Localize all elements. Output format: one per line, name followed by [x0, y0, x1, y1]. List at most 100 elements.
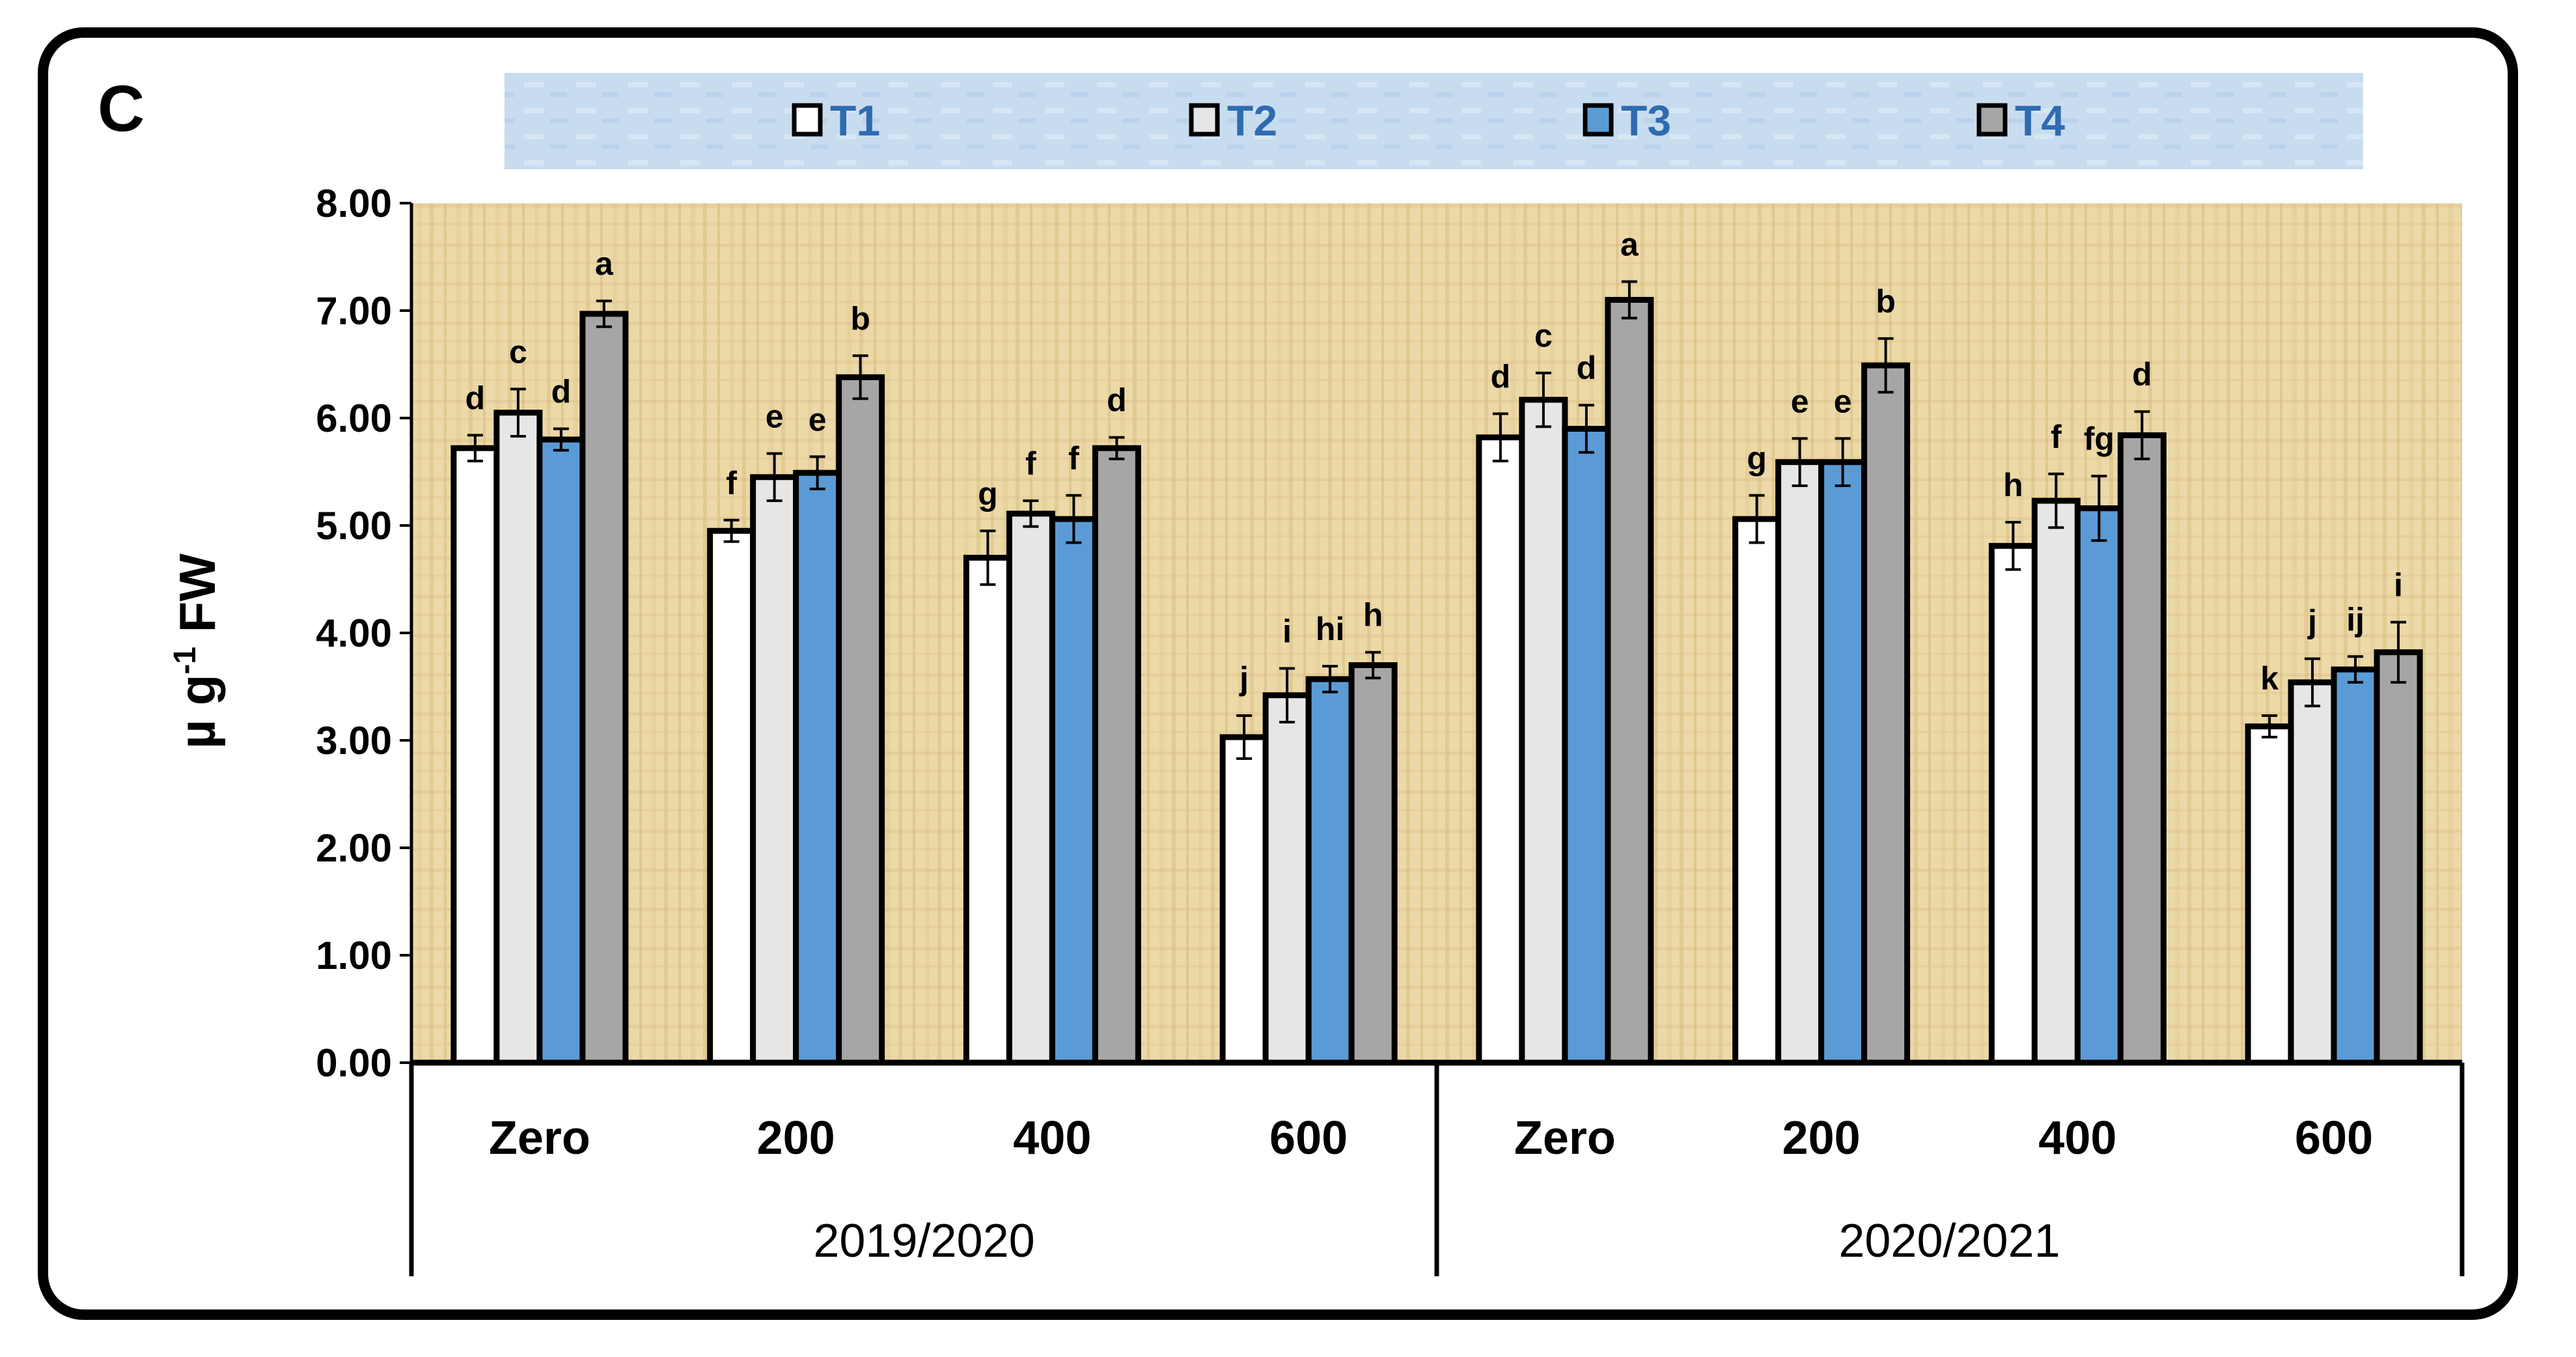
significance-letter: g — [978, 475, 998, 512]
legend-label: T1 — [830, 96, 880, 145]
significance-letter: d — [2132, 356, 2152, 393]
significance-letter: a — [595, 245, 614, 282]
significance-letter: f — [1068, 440, 1079, 477]
bar — [1818, 459, 1868, 1066]
y-axis-title-base: µ g — [169, 675, 226, 749]
significance-letter: hi — [1316, 611, 1344, 647]
significance-letter: j — [2307, 604, 2317, 640]
bar — [2374, 649, 2423, 1066]
significance-letter: i — [1282, 613, 1292, 649]
legend: T1 T2 T3 T4 — [792, 96, 2065, 145]
bar — [836, 374, 885, 1066]
bar — [1348, 662, 1398, 1066]
significance-letter: e — [809, 401, 827, 438]
bar — [750, 474, 799, 1066]
bar — [793, 469, 842, 1066]
bar — [1476, 434, 1525, 1066]
category-label: Zero — [1514, 1112, 1616, 1164]
significance-letter: fg — [2084, 421, 2114, 457]
significance-letter: a — [1620, 226, 1639, 262]
significance-letter: f — [1025, 445, 1036, 482]
bar — [1219, 734, 1269, 1066]
y-tick-label: 4.00 — [316, 611, 392, 655]
category-label: 400 — [1013, 1112, 1091, 1164]
significance-letter: c — [1534, 318, 1553, 354]
significance-letter: j — [1239, 660, 1249, 697]
y-tick-label: 0.00 — [316, 1041, 392, 1085]
significance-letter: b — [850, 300, 870, 337]
bar — [2074, 505, 2124, 1066]
y-tick-label: 2.00 — [316, 826, 392, 870]
y-axis: 0.00 1.00 2.00 3.00 4.00 5.00 6.00 7.00 8.00 — [316, 182, 413, 1085]
legend-swatch — [1189, 103, 1220, 137]
y-tick-label: 5.00 — [316, 504, 392, 548]
group-label: 2020/2021 — [1838, 1215, 2060, 1267]
bar — [963, 555, 1012, 1066]
y-tick-label: 7.00 — [316, 289, 392, 333]
y-axis-title: µ g-1 FW — [168, 553, 226, 749]
legend-label: T3 — [1621, 96, 1671, 145]
legend-swatch — [792, 103, 823, 137]
category-label: 400 — [2038, 1112, 2116, 1164]
bar — [493, 410, 543, 1066]
bar — [2031, 497, 2081, 1066]
group-label: 2019/2020 — [813, 1215, 1034, 1267]
bar — [579, 311, 629, 1066]
bar — [2331, 666, 2380, 1066]
significance-letter: d — [1107, 382, 1127, 419]
significance-letter: i — [2394, 567, 2403, 604]
significance-letter: f — [726, 465, 737, 501]
significance-letter: d — [551, 374, 572, 410]
bar — [1092, 445, 1141, 1066]
category-label: Zero — [489, 1112, 590, 1164]
panel-label: C — [98, 72, 145, 145]
bar — [1049, 516, 1098, 1066]
bar — [1562, 426, 1611, 1066]
significance-letter: c — [509, 333, 527, 370]
bar — [1262, 692, 1312, 1066]
bar — [707, 527, 756, 1066]
x-axis-table: Zero 200 400 600 2019/2020 Zero 200 400 600 2020/… — [409, 1059, 2465, 1276]
legend-label: T2 — [1227, 96, 1277, 145]
bar — [1519, 397, 1568, 1066]
significance-letter: d — [465, 380, 486, 416]
bar — [1988, 542, 2038, 1066]
y-axis-title-sup: -1 — [168, 647, 202, 675]
significance-letter: h — [1363, 597, 1383, 634]
bar — [1732, 516, 1782, 1066]
significance-letter: b — [1876, 283, 1896, 320]
significance-letter: d — [1491, 358, 1511, 395]
bar — [536, 436, 586, 1066]
y-axis-title-unit: FW — [169, 553, 226, 647]
significance-letter: e — [1791, 383, 1809, 419]
bar — [450, 445, 500, 1066]
category-label: 200 — [757, 1112, 835, 1164]
y-tick-label: 1.00 — [316, 934, 392, 977]
significance-letter: e — [1834, 383, 1852, 419]
legend-swatch — [1583, 103, 1614, 137]
category-label: 600 — [1269, 1112, 1348, 1164]
y-tick-label: 6.00 — [316, 397, 392, 440]
bar — [2288, 679, 2337, 1066]
significance-letter: k — [2260, 660, 2278, 697]
significance-letter: e — [766, 398, 784, 434]
y-tick-label: 3.00 — [316, 719, 392, 762]
bar — [2117, 432, 2167, 1066]
bar — [1006, 511, 1055, 1066]
significance-letter: h — [2003, 467, 2023, 503]
category-label: 600 — [2295, 1112, 2373, 1164]
significance-letter: g — [1747, 440, 1767, 477]
category-label: 200 — [1782, 1112, 1861, 1164]
bar — [1775, 459, 1825, 1066]
significance-letter: d — [1577, 350, 1597, 386]
legend-swatch — [1976, 103, 2008, 137]
legend-background — [505, 73, 2363, 169]
bar — [2245, 723, 2294, 1066]
legend-label: T4 — [2015, 96, 2065, 145]
significance-letter: ij — [2346, 601, 2364, 637]
y-axis-label: µ g-1 FW — [168, 553, 226, 749]
significance-letter: f — [2051, 419, 2062, 455]
bar — [1305, 676, 1355, 1066]
y-tick-label: 8.00 — [316, 182, 392, 225]
bar — [1605, 297, 1654, 1066]
